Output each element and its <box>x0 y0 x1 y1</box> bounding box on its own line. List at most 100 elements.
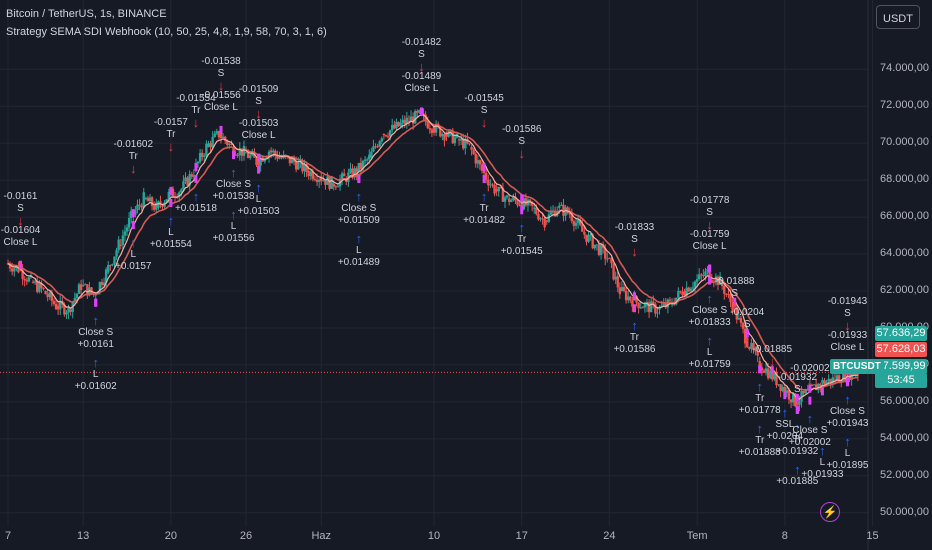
strategy-title: Strategy SEMA SDI Webhook (10, 50, 25, 4… <box>6 26 327 38</box>
candle-body <box>627 296 630 301</box>
candle-body <box>750 342 753 349</box>
signal-text: -0.01759 <box>689 228 730 240</box>
candle-body <box>819 383 822 387</box>
candle-body <box>10 268 14 272</box>
candle-body <box>585 234 588 242</box>
candle-body <box>698 274 701 280</box>
signal-text: S <box>518 136 526 148</box>
candle-body <box>127 217 131 228</box>
candle-body <box>232 146 235 155</box>
signal-text: -0.01503 <box>238 117 279 129</box>
buy-arrow-icon: ↑ <box>631 318 638 334</box>
candle-body <box>505 195 509 198</box>
candle-body <box>311 171 315 179</box>
sell-arrow-icon: ↓ <box>17 212 24 228</box>
signal-text: -0.0204 <box>730 307 765 319</box>
candle-body <box>576 220 580 223</box>
signal-label: -0.01545 S ↓ <box>464 93 503 129</box>
buy-arrow-icon: ↑ <box>355 188 363 204</box>
candle-body <box>754 350 757 352</box>
candle-body <box>796 401 799 405</box>
candle-body <box>416 111 419 113</box>
candle-body <box>664 303 667 308</box>
candle-body <box>150 197 154 207</box>
candle-body <box>374 146 377 148</box>
signal-text: Close L <box>241 129 276 141</box>
signal-text: +0.01489 <box>337 256 380 268</box>
lightning-icon[interactable]: ⚡ <box>820 502 840 522</box>
candle-body <box>624 290 628 301</box>
high-price-tag: 57.636,29 <box>875 326 927 341</box>
signal-text: -0.01545 <box>464 92 504 104</box>
candle-body <box>31 281 35 283</box>
candle-body <box>211 137 214 148</box>
candle-body <box>288 156 292 164</box>
trade-marker <box>758 365 762 374</box>
candle-body <box>798 401 801 405</box>
candle-body <box>244 152 248 154</box>
sell-arrow-icon: ↓ <box>794 393 801 409</box>
candle-body <box>837 375 841 382</box>
signal-label: ↑ Close S +0.01943 <box>826 393 869 430</box>
signal-text: -0.0161 <box>3 190 38 202</box>
candle-body <box>136 204 139 211</box>
candle-body <box>180 189 183 193</box>
candle-body <box>219 133 223 139</box>
trade-marker <box>708 276 712 285</box>
candle-body <box>307 170 310 177</box>
trade-marker <box>169 198 173 207</box>
signal-text: S <box>731 287 739 299</box>
candle-body <box>21 270 24 279</box>
signal-label: -0.01503 Close L <box>239 118 278 142</box>
signal-text: S <box>631 234 638 246</box>
candle-body <box>267 151 271 158</box>
candle-body <box>645 302 649 306</box>
candle-body <box>171 188 175 197</box>
candle-body <box>474 153 477 164</box>
candle-body <box>691 287 695 289</box>
candle-body <box>570 213 574 222</box>
candle-body <box>432 126 436 133</box>
candle-body <box>499 186 503 188</box>
signal-text: Close L <box>830 342 865 354</box>
candle-body <box>50 292 54 301</box>
signal-text: +0.01943 <box>826 418 869 430</box>
candle-body <box>514 197 517 201</box>
signal-text: -0.01509 <box>238 83 279 95</box>
candle-body <box>221 136 225 139</box>
signal-text: Close S <box>829 406 865 418</box>
candle-body <box>240 148 244 156</box>
trade-marker <box>131 209 135 218</box>
candle-body <box>791 393 795 403</box>
signal-text: Tr <box>755 435 765 447</box>
candle-body <box>771 374 774 380</box>
signal-label: -0.01933 Close L <box>828 330 867 354</box>
candle-body <box>73 298 77 303</box>
candle-body <box>48 292 51 298</box>
signal-text: +0.0157 <box>115 261 152 273</box>
signal-text: Close S <box>216 178 252 190</box>
candle-body <box>652 301 655 304</box>
candle-body <box>313 178 317 180</box>
candle-body <box>401 119 404 123</box>
candle-body <box>491 184 494 186</box>
sell-arrow-icon: ↓ <box>806 372 814 388</box>
candle-body <box>414 111 417 124</box>
y-tick-label: 50.000,00 <box>880 505 929 518</box>
candle-body <box>407 121 411 123</box>
signal-text: -0.01586 <box>501 124 542 136</box>
sell-arrow-icon: ↓ <box>844 318 851 334</box>
candle-body <box>142 192 145 208</box>
currency-button[interactable]: USDT <box>876 5 920 29</box>
candle-body <box>430 129 434 133</box>
candle-body <box>679 291 682 293</box>
candle-body <box>814 384 818 391</box>
candle-body <box>612 263 615 280</box>
candle-body <box>33 281 37 283</box>
trade-marker <box>194 162 198 171</box>
candle-body <box>357 162 361 171</box>
candle-body <box>439 126 442 137</box>
sell-arrow-icon: ↓ <box>192 114 200 130</box>
candle-body <box>581 224 584 232</box>
